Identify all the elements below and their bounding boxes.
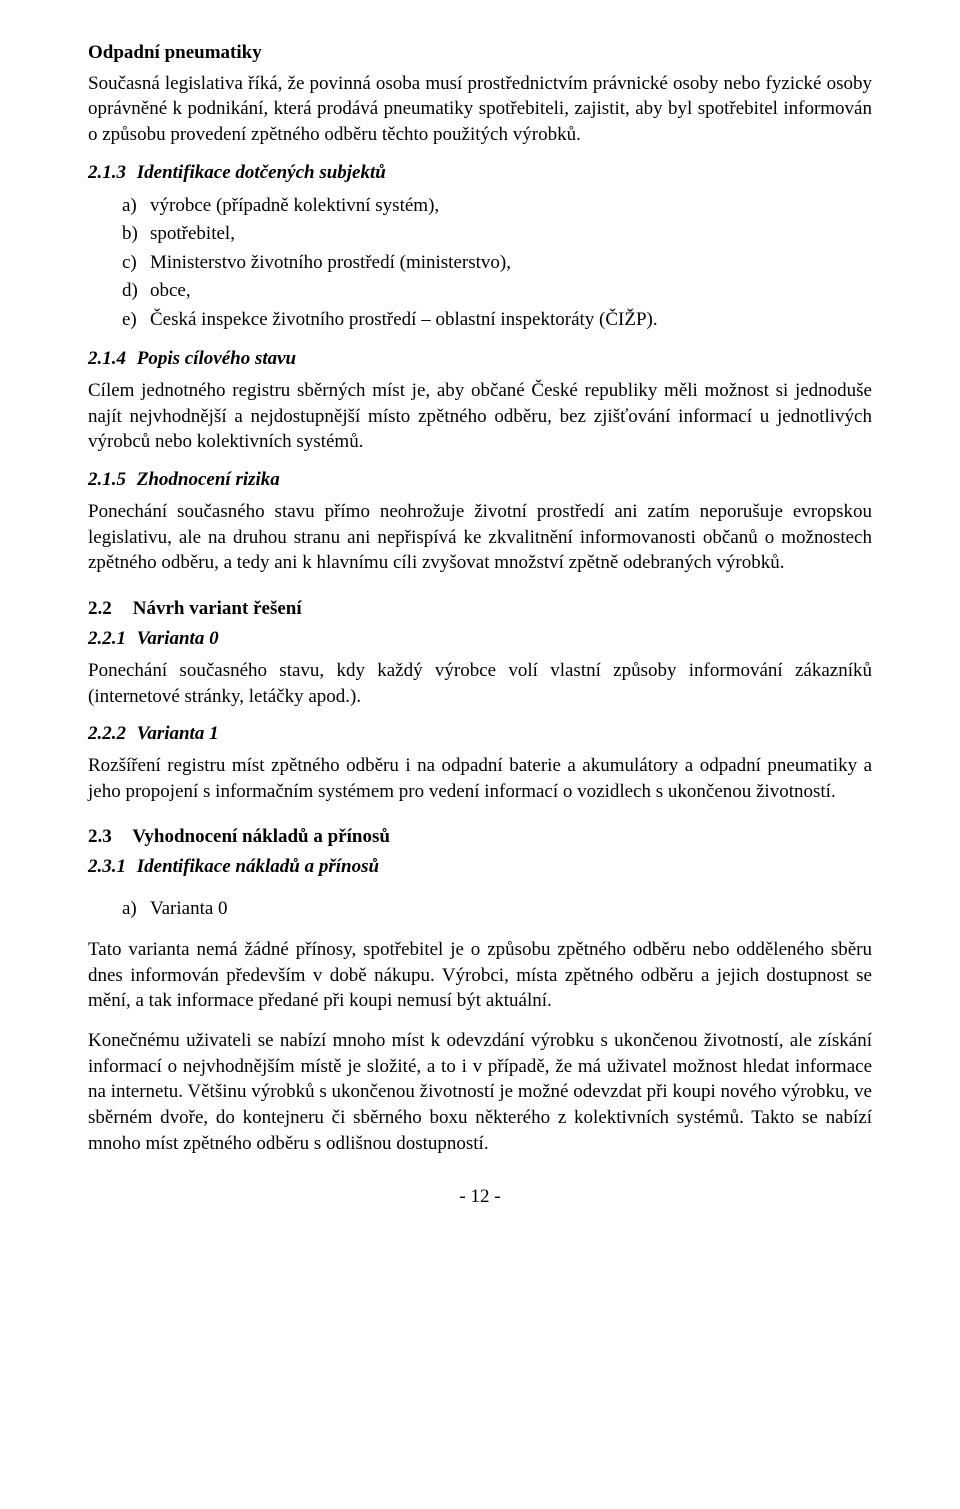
heading-odpadni-pneumatiky: Odpadní pneumatiky bbox=[88, 40, 872, 67]
page: Odpadní pneumatiky Současná legislativa … bbox=[0, 0, 960, 1248]
heading-2-2-1: 2.2.1 Varianta 0 bbox=[88, 628, 872, 650]
heading-2-2: 2.2 Návrh variant řešení bbox=[88, 598, 872, 620]
list-label: e) bbox=[122, 306, 150, 335]
list-item: c)Ministerstvo životního prostředí (mini… bbox=[88, 249, 872, 278]
heading-number: 2.1.4 bbox=[88, 348, 132, 370]
paragraph: Cílem jednotného registru sběrných míst … bbox=[88, 378, 872, 455]
list-item: a)výrobce (případně kolektivní systém), bbox=[88, 192, 872, 221]
list-text: Ministerstvo životního prostředí (minist… bbox=[150, 252, 511, 273]
list-label: a) bbox=[122, 896, 150, 923]
list-label: a) bbox=[122, 192, 150, 221]
heading-2-1-4: 2.1.4 Popis cílového stavu bbox=[88, 348, 872, 370]
heading-number: 2.1.5 bbox=[88, 469, 132, 491]
heading-title: Identifikace nákladů a přínosů bbox=[137, 856, 379, 877]
heading-2-3: 2.3 Vyhodnocení nákladů a přínosů bbox=[88, 826, 872, 848]
list-label: c) bbox=[122, 249, 150, 278]
heading-2-3-1: 2.3.1 Identifikace nákladů a přínosů bbox=[88, 856, 872, 878]
heading-2-1-3: 2.1.3 Identifikace dotčených subjektů bbox=[88, 162, 872, 184]
paragraph: Tato varianta nemá žádné přínosy, spotře… bbox=[88, 937, 872, 1014]
heading-number: 2.3 bbox=[88, 826, 128, 848]
list-item: e)Česká inspekce životního prostředí – o… bbox=[88, 306, 872, 335]
paragraph: Rozšíření registru míst zpětného odběru … bbox=[88, 753, 872, 804]
list-text: Česká inspekce životního prostředí – obl… bbox=[150, 309, 658, 330]
heading-title: Identifikace dotčených subjektů bbox=[137, 162, 386, 183]
paragraph: Současná legislativa říká, že povinná os… bbox=[88, 71, 872, 148]
heading-title: Návrh variant řešení bbox=[133, 598, 302, 619]
list-text: spotřebitel, bbox=[150, 223, 235, 244]
heading-title: Zhodnocení rizika bbox=[137, 469, 280, 490]
subjects-list: a)výrobce (případně kolektivní systém), … bbox=[88, 192, 872, 335]
heading-title: Varianta 0 bbox=[137, 628, 219, 649]
heading-2-2-2: 2.2.2 Varianta 1 bbox=[88, 723, 872, 745]
variant-0-label: a)Varianta 0 bbox=[88, 896, 872, 923]
paragraph: Ponechání současného stavu, kdy každý vý… bbox=[88, 658, 872, 709]
list-label: b) bbox=[122, 220, 150, 249]
page-number: - 12 - bbox=[88, 1186, 872, 1208]
heading-title: Vyhodnocení nákladů a přínosů bbox=[132, 826, 390, 847]
list-item: b)spotřebitel, bbox=[88, 220, 872, 249]
heading-number: 2.3.1 bbox=[88, 856, 132, 878]
heading-number: 2.2.1 bbox=[88, 628, 132, 650]
list-item: d)obce, bbox=[88, 277, 872, 306]
list-text: výrobce (případně kolektivní systém), bbox=[150, 195, 439, 216]
paragraph: Konečnému uživateli se nabízí mnoho míst… bbox=[88, 1028, 872, 1156]
heading-title: Popis cílového stavu bbox=[137, 348, 296, 369]
list-text: Varianta 0 bbox=[150, 898, 228, 919]
list-text: obce, bbox=[150, 280, 191, 301]
list-label: d) bbox=[122, 277, 150, 306]
paragraph: Ponechání současného stavu přímo neohrož… bbox=[88, 499, 872, 576]
heading-number: 2.2 bbox=[88, 598, 128, 620]
heading-2-1-5: 2.1.5 Zhodnocení rizika bbox=[88, 469, 872, 491]
heading-number: 2.2.2 bbox=[88, 723, 132, 745]
heading-number: 2.1.3 bbox=[88, 162, 132, 184]
heading-title: Varianta 1 bbox=[137, 723, 219, 744]
